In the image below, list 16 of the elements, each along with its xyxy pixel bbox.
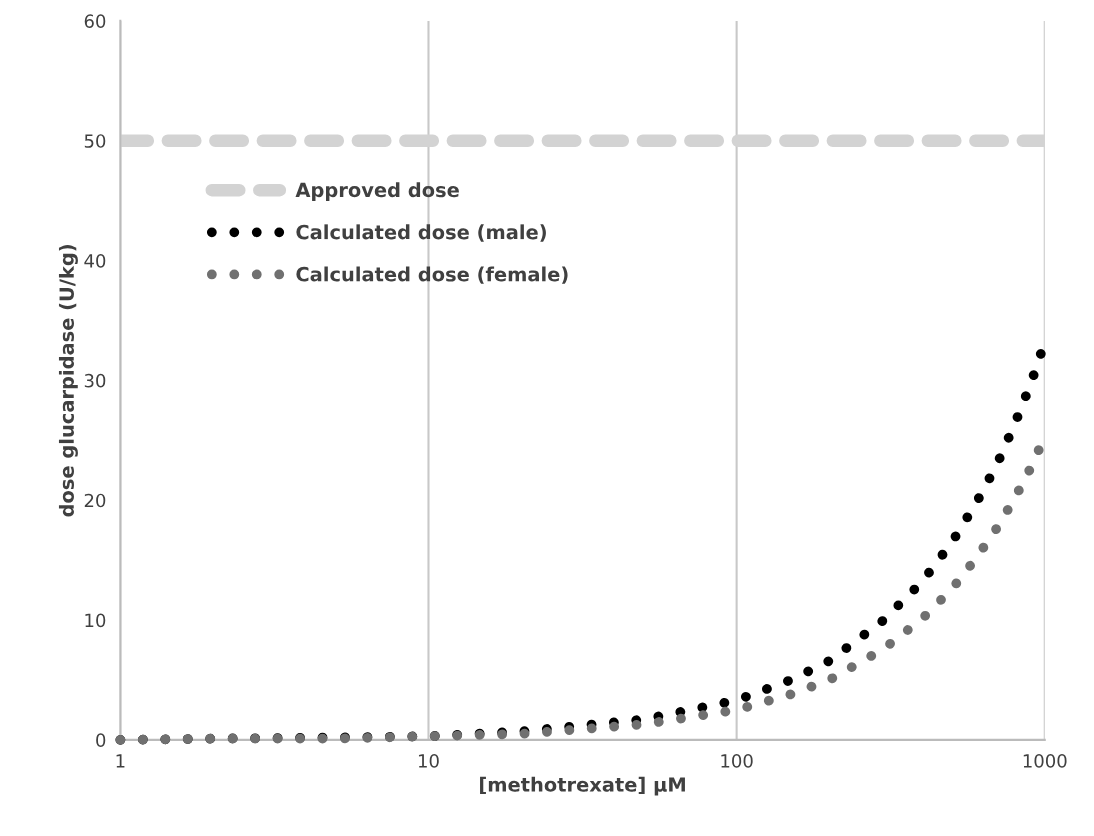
x-tick-label: 1: [116, 754, 125, 768]
y-tick-label: 60: [84, 14, 106, 29]
y-axis-title: dose glucarpidase (U/kg): [58, 244, 78, 517]
y-tick-label: 40: [84, 254, 106, 268]
x-tick-label: 1000: [1023, 754, 1067, 768]
y-tick-label: 0: [96, 733, 106, 747]
y-tick-label: 30: [84, 373, 106, 388]
legend-label: Calculated dose (female): [296, 266, 568, 284]
y-tick-label: 50: [84, 134, 106, 148]
legend-label: Approved dose: [295, 182, 459, 202]
x-tick-label: 100: [721, 754, 753, 768]
y-tick-label: 10: [85, 613, 106, 628]
x-axis-title: [methotrexate] µM: [480, 776, 685, 796]
x-tick-label: 10: [418, 754, 439, 768]
y-tick-label: 20: [84, 493, 106, 508]
legend-label: Calculated dose (male): [296, 224, 546, 242]
